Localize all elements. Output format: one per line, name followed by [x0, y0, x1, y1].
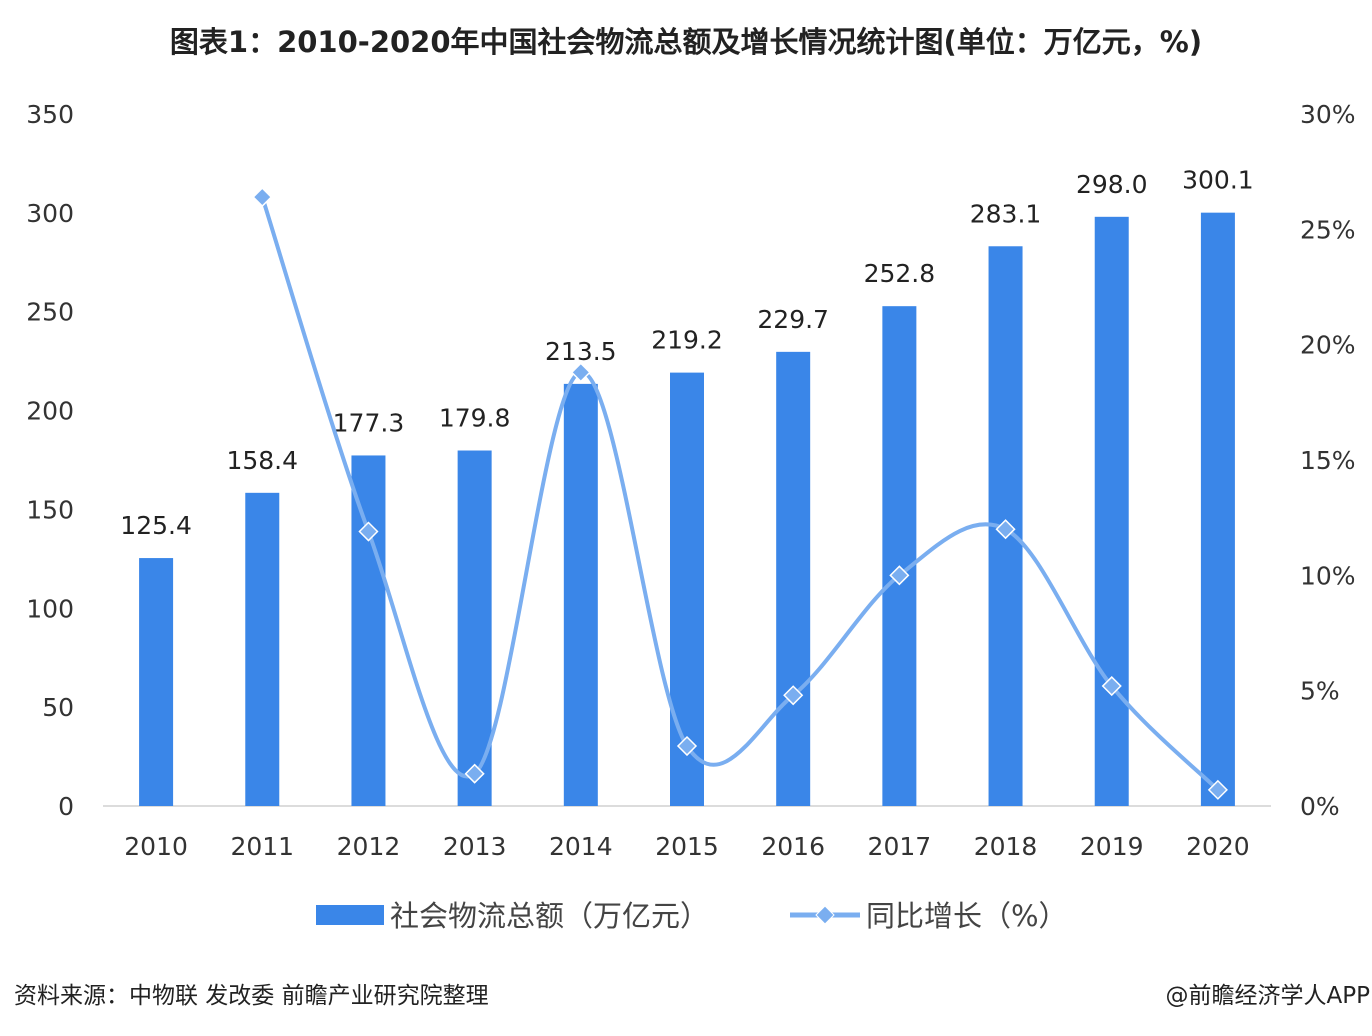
x-tick-label: 2017: [868, 832, 932, 861]
bar-data-label: 219.2: [651, 326, 723, 355]
bar-data-label: 177.3: [333, 408, 405, 437]
x-tick-label: 2014: [549, 832, 613, 861]
line-marker: [252, 186, 273, 208]
x-tick-label: 2012: [337, 832, 401, 861]
left-tick-label: 200: [26, 397, 74, 426]
line-marker: [995, 519, 1016, 540]
x-tick-label: 2013: [443, 832, 507, 861]
bar-data-label: 125.4: [120, 511, 192, 540]
line-marker: [889, 565, 910, 586]
legend-label-line: 同比增长（%）: [866, 899, 1068, 933]
x-tick-label: 2019: [1080, 832, 1144, 861]
line-marker: [1101, 675, 1122, 697]
line-marker: [676, 735, 698, 757]
line-marker: [783, 685, 804, 706]
bar: [776, 351, 811, 806]
bar: [1094, 216, 1129, 807]
left-tick-label: 250: [26, 298, 74, 327]
x-tick-label: 2015: [655, 832, 719, 861]
right-tick-label: 10%: [1300, 561, 1356, 590]
left-tick-label: 150: [26, 495, 74, 524]
bar: [457, 450, 492, 806]
line-marker: [570, 362, 591, 383]
bar: [1200, 212, 1235, 806]
bar-data-label: 252.8: [864, 259, 936, 288]
right-tick-label: 5%: [1300, 677, 1340, 706]
right-tick-label: 30%: [1300, 100, 1356, 129]
left-tick-label: 100: [26, 594, 74, 623]
left-tick-label: 0: [58, 792, 74, 821]
left-tick-label: 300: [26, 199, 74, 228]
bar-data-label: 158.4: [226, 446, 298, 475]
legend: 社会物流总额（万亿元） 同比增长（%）: [316, 899, 1068, 933]
line-marker: [464, 763, 485, 784]
bar: [139, 558, 174, 806]
bar-data-label: 283.1: [970, 199, 1042, 228]
left-tick-label: 50: [42, 693, 74, 722]
credit: @前瞻经济学人APP: [1166, 983, 1371, 1009]
source-note: 资料来源：中物联 发改委 前瞻产业研究院整理: [14, 983, 489, 1009]
right-tick-label: 25%: [1300, 215, 1356, 244]
chart-title: 图表1：2010-2020年中国社会物流总额及增长情况统计图(单位：万亿元，%): [170, 25, 1202, 59]
legend-marker-diamond: [815, 905, 835, 925]
right-tick-label: 15%: [1300, 446, 1356, 475]
left-tick-label: 350: [26, 100, 74, 129]
bar: [882, 306, 917, 806]
bar: [670, 372, 704, 806]
bar-data-label: 298.0: [1076, 170, 1148, 199]
x-tick-label: 2011: [230, 832, 294, 861]
line-marker: [1207, 779, 1228, 800]
right-tick-label: 20%: [1300, 331, 1356, 360]
bar-data-label: 213.5: [545, 337, 617, 366]
bar: [563, 383, 598, 806]
legend-label-bar: 社会物流总额（万亿元）: [390, 899, 709, 933]
x-tick-label: 2018: [974, 832, 1038, 861]
bar-data-label: 229.7: [757, 305, 829, 334]
bar: [245, 492, 280, 806]
bar-data-label: 300.1: [1182, 166, 1254, 195]
x-tick-label: 2020: [1186, 832, 1250, 861]
right-tick-label: 0%: [1300, 792, 1340, 821]
legend-swatch-bar: [316, 905, 384, 925]
x-tick-label: 2010: [124, 832, 188, 861]
x-tick-label: 2016: [761, 832, 825, 861]
bar: [351, 455, 386, 806]
line-marker: [358, 521, 379, 542]
bar-data-label: 179.8: [439, 404, 511, 433]
growth-line: [260, 196, 1220, 792]
